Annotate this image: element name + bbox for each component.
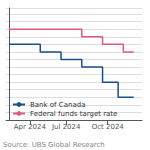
svg-text:Jul 2024: Jul 2024 xyxy=(51,123,81,131)
svg-text:Apr 2024: Apr 2024 xyxy=(14,123,47,131)
svg-text:Oct 2024: Oct 2024 xyxy=(92,123,125,131)
svg-text:Bank of Canada: Bank of Canada xyxy=(30,101,85,109)
svg-text:Source: UBS Global Research: Source: UBS Global Research xyxy=(3,141,105,149)
svg-text:Federal funds target rate: Federal funds target rate xyxy=(30,110,117,118)
